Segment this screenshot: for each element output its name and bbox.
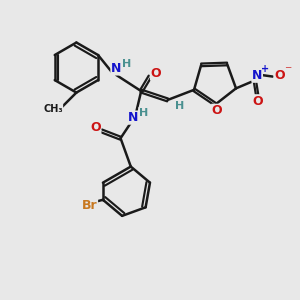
Text: O: O [90,121,101,134]
Text: O: O [151,67,161,80]
Text: ⁻: ⁻ [284,64,291,78]
Text: N: N [111,62,121,75]
Text: H: H [176,101,185,111]
Text: H: H [139,108,148,118]
Text: O: O [212,104,222,117]
Text: N: N [252,69,262,82]
Text: O: O [252,95,262,108]
Text: H: H [122,59,131,69]
Text: N: N [128,111,138,124]
Text: Br: Br [82,199,98,212]
Text: CH₃: CH₃ [43,104,63,114]
Text: +: + [261,64,269,74]
Text: O: O [274,69,285,82]
